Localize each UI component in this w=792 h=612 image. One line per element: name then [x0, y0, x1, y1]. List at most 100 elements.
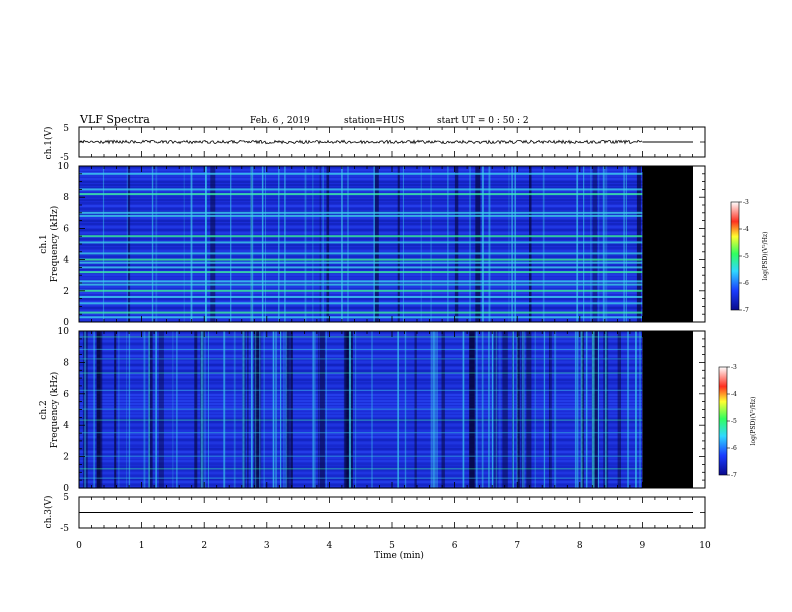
spectrogram-band: [79, 261, 643, 264]
ch1-spectrogram-panel: ch.1 Frequency (kHz) 0 2 4 6 8 10: [39, 162, 706, 328]
spectrogram-streak: [148, 331, 150, 488]
spectrogram-streak: [635, 331, 637, 488]
spectrogram-streak: [341, 166, 343, 322]
spectrogram-streak: [591, 331, 594, 488]
spectrogram-streak: [230, 166, 232, 322]
spectrogram-noise-row: [79, 421, 643, 423]
ch1-spectrogram-yticklabels: 0 2 4 6 8 10: [58, 162, 70, 328]
spectrogram-noise-row: [79, 469, 643, 471]
spectrogram-noise-row: [79, 331, 643, 333]
spectrogram-noise-row: [79, 196, 643, 198]
spectrogram-dark-column: [469, 331, 476, 488]
x-tick-label: 3: [264, 541, 270, 551]
spectrogram-nodata-region: [642, 331, 693, 488]
spectrogram-streak: [143, 331, 146, 488]
spectrogram-band: [79, 477, 643, 479]
spectrogram-noise-row: [79, 277, 643, 279]
spectrogram-streak: [126, 166, 128, 322]
colorbar-tick-label: -3: [743, 199, 749, 206]
spectrogram-dark-column: [127, 166, 131, 322]
spectrogram-streak: [347, 166, 349, 322]
spectrogram-streak: [183, 166, 185, 322]
spectrogram-noise-row: [79, 361, 643, 363]
spectrogram-noise-row: [79, 418, 643, 420]
spectrogram-dark-column: [83, 331, 88, 488]
spectrogram-background: [79, 331, 643, 488]
x-axis-tick-labels: 0 1 2 3 4 5 6 7 8 9 10: [76, 541, 711, 551]
spectrogram-streak: [152, 166, 154, 322]
spectrogram-noise-row: [79, 379, 643, 381]
spectrogram-noise-row: [79, 472, 643, 474]
spectrogram-streak: [251, 166, 254, 322]
spectrogram-streak: [469, 166, 471, 322]
ch3-waveform-panel: 5 -5 ch.3(V): [43, 493, 706, 534]
spectrogram-noise-row: [79, 463, 643, 465]
spectrogram-noise-row: [79, 274, 643, 276]
ch2-spectrogram-ticks: [78, 330, 706, 489]
spectrogram-noise-row: [79, 400, 643, 402]
ch2-spectrogram-ylabel-line2: Frequency (kHz): [49, 372, 60, 449]
spectrogram-dark-column: [397, 166, 400, 322]
spectrogram-streak: [285, 331, 287, 488]
spectrogram-ytick-label: 6: [63, 224, 69, 234]
spectrogram-streak: [639, 331, 641, 488]
ch2-spectrogram-image: [79, 331, 693, 489]
x-tick-label: 5: [389, 541, 395, 551]
spectrogram-noise-row: [79, 364, 643, 366]
spectrogram-streak: [349, 331, 351, 488]
spectrogram-noise-row: [79, 343, 643, 345]
x-tick-label: 0: [76, 541, 82, 551]
spectrogram-streak: [593, 331, 595, 488]
spectrogram-noise-row: [79, 334, 643, 336]
spectrogram-streak: [102, 166, 105, 322]
colorbar-tick-label: -6: [743, 280, 749, 287]
spectrogram-dark-column: [374, 166, 379, 322]
spectrogram-noise-row: [79, 175, 643, 177]
x-axis-label: Time (min): [374, 550, 424, 561]
spectrogram-band: [79, 283, 643, 286]
spectrogram-streak: [577, 166, 578, 322]
ch1-waveform-trace: [78, 139, 693, 145]
spectrogram-streak: [201, 331, 204, 488]
spectrogram-streak: [511, 166, 513, 322]
spectrogram-band: [79, 211, 643, 214]
spectrogram-streak: [284, 166, 286, 322]
spectrogram-dark-column: [517, 331, 520, 488]
spectrogram-dark-column: [345, 331, 351, 488]
spectrogram-streak: [577, 166, 579, 322]
spectrogram-streak: [172, 331, 174, 488]
spectrogram-dark-column: [526, 331, 532, 488]
spectrogram-band: [79, 266, 643, 269]
spectrogram-noise-row: [79, 250, 643, 252]
colorbar-tick-label: -3: [731, 364, 737, 371]
spectrogram-streak: [475, 331, 478, 488]
ch1-colorbar-ticks: -3 -4 -5 -6 -7: [739, 199, 749, 314]
spectrogram-streak: [371, 331, 373, 488]
spectrogram-streak: [205, 166, 207, 322]
spectrogram-streak: [402, 166, 404, 322]
spectrogram-streak: [523, 331, 525, 488]
spectrogram-dark-column: [210, 166, 216, 322]
ch2-colorbar-gradient: [718, 366, 728, 476]
spectrogram-dark-column: [326, 166, 330, 322]
spectrogram-noise-row: [79, 304, 643, 306]
spectrogram-dark-column: [319, 331, 325, 488]
spectrogram-streak: [250, 166, 252, 322]
spectrogram-noise-row: [79, 346, 643, 348]
spectrogram-streak: [272, 331, 275, 488]
ch2-colorbar-label: log(PSD)(V²/Hz): [750, 397, 757, 446]
spectrogram-streak: [223, 331, 226, 488]
spectrogram-dark-column: [319, 166, 321, 322]
spectrogram-dark-column: [549, 331, 551, 488]
spectrogram-band: [79, 271, 643, 274]
spectrogram-noise-row: [79, 409, 643, 411]
spectrogram-noise-row: [79, 424, 643, 426]
spectrogram-streak: [495, 331, 497, 488]
spectrogram-noise-row: [79, 190, 643, 192]
spectrogram-noise-row: [79, 376, 643, 378]
ch1-colorbar-gradient: [730, 201, 740, 311]
x-tick-label: 2: [201, 541, 207, 551]
ch3-waveform-ticks: [78, 496, 706, 529]
spectrogram-band: [79, 214, 643, 217]
figure-title: VLF Spectra: [79, 113, 150, 126]
